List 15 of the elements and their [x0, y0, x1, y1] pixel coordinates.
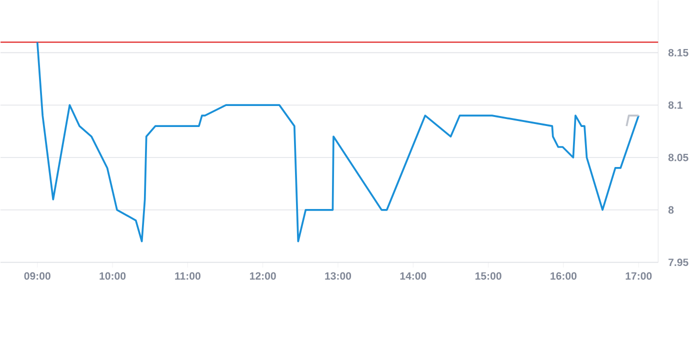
line-series [36, 41, 640, 242]
x-tick-label: 11:00 [175, 272, 200, 280]
x-tick-label: 12:00 [250, 272, 276, 280]
y-tick-label: 8.1 [668, 101, 682, 109]
y-tick-label: 8.05 [668, 154, 688, 162]
x-tick-label: 15:00 [475, 272, 502, 280]
x-tick-label: 16:00 [550, 272, 577, 280]
x-tick-label: 10:00 [100, 272, 126, 280]
x-tick-label: 09:00 [24, 272, 50, 280]
y-tick-label: 8 [668, 206, 674, 214]
y-tick-label: 8.15 [668, 48, 688, 56]
x-tick-label: 14:00 [400, 272, 426, 280]
y-tick-label: 7.95 [668, 258, 688, 266]
x-tick-label: 17:00 [626, 272, 652, 280]
x-tick-label: 13:00 [325, 272, 352, 280]
